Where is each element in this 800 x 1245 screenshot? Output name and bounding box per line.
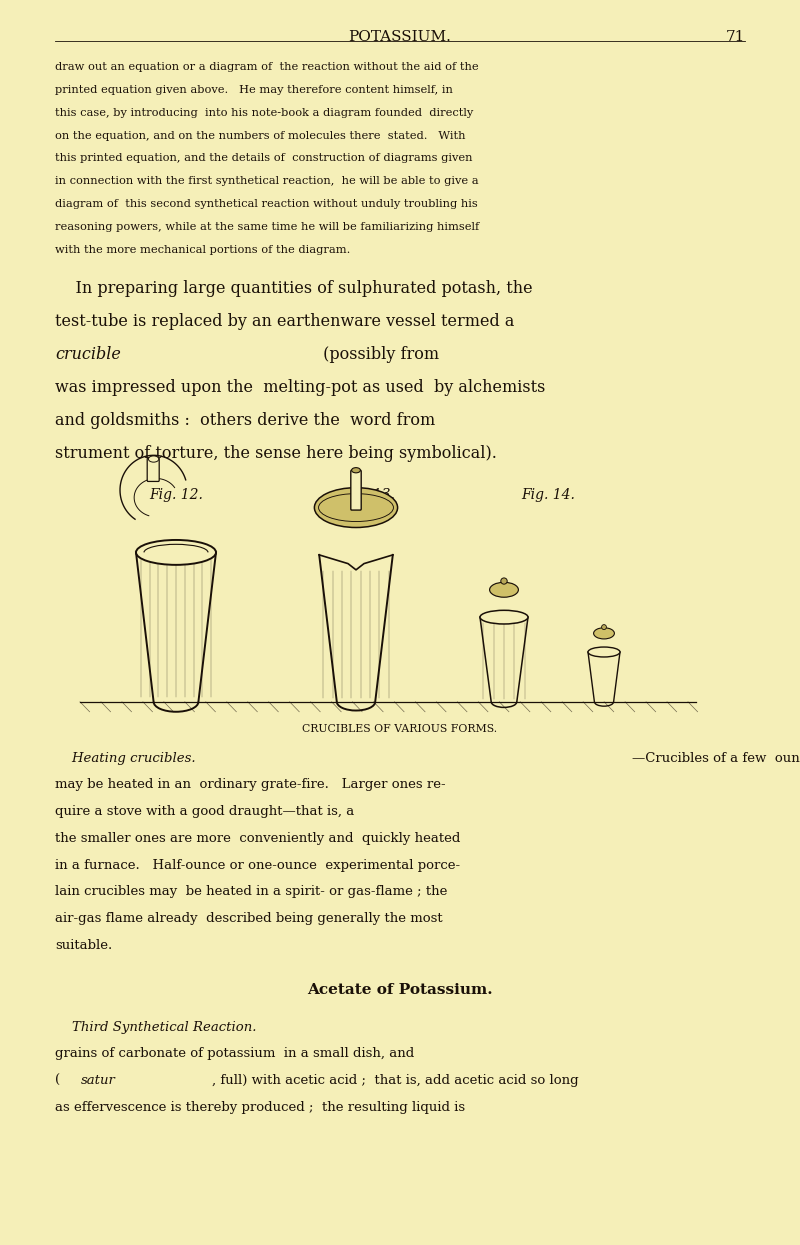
Text: Acetate of Potassium.: Acetate of Potassium. [307,984,493,997]
Text: Fig. 14.: Fig. 14. [521,488,575,502]
Text: test-tube is replaced by an earthenware vessel termed a: test-tube is replaced by an earthenware … [55,312,514,330]
Text: air-gas flame already  described being generally the most: air-gas flame already described being ge… [55,913,442,925]
Text: suitable.: suitable. [55,939,112,952]
Text: (: ( [55,1074,60,1087]
Text: as effervescence is thereby produced ;  the resulting liquid is: as effervescence is thereby produced ; t… [55,1101,465,1114]
Text: grains of carbonate of potassium  in a small dish, and: grains of carbonate of potassium in a sm… [55,1047,418,1061]
Text: lain crucibles may  be heated in a spirit- or gas-flame ; the: lain crucibles may be heated in a spirit… [55,885,447,899]
Text: Fig. 12.: Fig. 12. [149,488,203,502]
Text: —Crucibles of a few  ounces’ capacity: —Crucibles of a few ounces’ capacity [632,752,800,764]
Ellipse shape [490,583,518,598]
Text: Heating crucibles.: Heating crucibles. [55,752,196,764]
Text: in a furnace.   Half-ounce or one-ounce  experimental porce-: in a furnace. Half-ounce or one-ounce ex… [55,859,460,872]
Text: Fig. 13.: Fig. 13. [341,488,395,502]
Text: Third Synthetical Reaction.: Third Synthetical Reaction. [55,1021,257,1033]
Ellipse shape [594,627,614,639]
Ellipse shape [352,468,360,473]
Text: with the more mechanical portions of the diagram.: with the more mechanical portions of the… [55,244,350,254]
Text: In preparing large quantities of sulphurated potash, the: In preparing large quantities of sulphur… [55,280,533,296]
Ellipse shape [148,456,158,462]
Ellipse shape [314,488,398,528]
Text: satur: satur [82,1074,116,1087]
Ellipse shape [501,578,507,584]
Text: this case, by introducing  into his note-book a diagram founded  directly: this case, by introducing into his note-… [55,108,474,118]
Text: (possibly from: (possibly from [318,346,444,362]
Text: , full) with acetic acid ;  that is, add acetic acid so long: , full) with acetic acid ; that is, add … [212,1074,579,1087]
Text: strument of torture, the sense here being symbolical).: strument of torture, the sense here bein… [55,444,497,462]
Text: may be heated in an  ordinary grate-fire.   Larger ones re-: may be heated in an ordinary grate-fire.… [55,778,446,792]
Ellipse shape [602,625,606,630]
Text: was impressed upon the  melting-pot as used  by alchemists: was impressed upon the melting-pot as us… [55,378,546,396]
Text: printed equation given above.   He may therefore content himself, in: printed equation given above. He may the… [55,85,453,95]
Text: POTASSIUM.: POTASSIUM. [349,30,451,44]
Text: CRUCIBLES OF VARIOUS FORMS.: CRUCIBLES OF VARIOUS FORMS. [302,725,498,735]
Text: this printed equation, and the details of  construction of diagrams given: this printed equation, and the details o… [55,153,473,163]
Text: on the equation, and on the numbers of molecules there  stated.   With: on the equation, and on the numbers of m… [55,131,466,141]
FancyBboxPatch shape [147,458,159,482]
Text: and goldsmiths :  others derive the  word from: and goldsmiths : others derive the word … [55,412,440,428]
Text: quire a stove with a good draught—that is, a: quire a stove with a good draught—that i… [55,806,358,818]
FancyBboxPatch shape [350,471,362,510]
Ellipse shape [588,647,620,657]
Ellipse shape [480,610,528,624]
Text: the smaller ones are more  conveniently and  quickly heated: the smaller ones are more conveniently a… [55,832,460,845]
Text: crucible: crucible [55,346,121,362]
Ellipse shape [136,540,216,565]
Text: reasoning powers, while at the same time he will be familiarizing himself: reasoning powers, while at the same time… [55,222,479,232]
Text: 71: 71 [726,30,745,44]
Text: in connection with the first synthetical reaction,  he will be able to give a: in connection with the first synthetical… [55,176,478,187]
Text: diagram of  this second synthetical reaction without unduly troubling his: diagram of this second synthetical react… [55,199,478,209]
Text: draw out an equation or a diagram of  the reaction without the aid of the: draw out an equation or a diagram of the… [55,62,478,72]
